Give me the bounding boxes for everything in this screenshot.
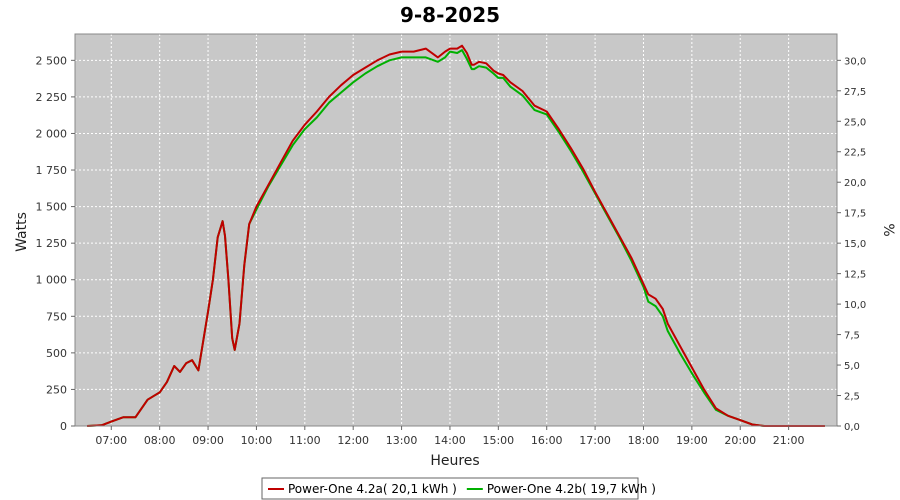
x-tick-label: 10:00 [241, 434, 273, 447]
y-tick-label: 2 500 [36, 54, 68, 67]
x-axis-title: Heures [430, 453, 479, 469]
y2-tick-label: 22,5 [844, 148, 866, 159]
y-tick-label: 1 750 [36, 164, 68, 177]
x-tick-label: 12:00 [337, 434, 369, 447]
x-tick-label: 08:00 [144, 434, 176, 447]
legend-label: Power-One 4.2a( 20,1 kWh ) [288, 482, 457, 496]
y2-tick-label: 27,5 [844, 87, 866, 98]
y-tick-label: 500 [46, 347, 67, 360]
x-tick-label: 09:00 [192, 434, 224, 447]
series-layer [87, 44, 825, 427]
y2-tick-label: 12,5 [844, 270, 866, 281]
y-tick-label: 1 250 [36, 237, 68, 250]
y2-tick-label: 17,5 [844, 209, 866, 220]
y2-axis-title: % [880, 223, 896, 236]
x-tick-label: 19:00 [676, 434, 708, 447]
x-tick-label: 17:00 [579, 434, 611, 447]
x-tick-label: 07:00 [95, 434, 127, 447]
legend-box [261, 477, 639, 500]
y-tick-label: 2 000 [36, 127, 68, 140]
chart-title: 9-8-2025 [400, 3, 500, 27]
y2-tick-label: 25,0 [844, 117, 866, 128]
y-tick-label: 0 [60, 420, 67, 433]
y2-tick-label: 5,0 [844, 361, 860, 372]
y-tick-label: 1 000 [36, 274, 68, 287]
x-tick-label: 15:00 [482, 434, 514, 447]
legend-label: Power-One 4.2b( 19,7 kWh ) [487, 482, 656, 496]
series-line [87, 44, 825, 427]
x-tick-label: 18:00 [628, 434, 660, 447]
y2-tick-label: 7,5 [844, 331, 860, 342]
y2-tick-label: 0,0 [844, 422, 860, 433]
y2-tick-label: 2,5 [844, 392, 860, 403]
x-tick-label: 20:00 [724, 434, 756, 447]
x-axis: 07:00 08:00 09:00 10:00 11:00 12:00 13:00 14:00… [95, 426, 804, 447]
y-tick-label: 2 250 [36, 91, 68, 104]
y2-tick-label: 30,0 [844, 56, 866, 67]
y-axis-title: Watts [14, 212, 30, 252]
plot-frame [74, 33, 838, 427]
y-axis: 0 250 500 750 1 000 1 250 1 500 1 750 2 000 2 250… [36, 54, 75, 433]
x-tick-label: 11:00 [289, 434, 321, 447]
x-tick-label: 13:00 [386, 434, 418, 447]
y-tick-label: 1 500 [36, 201, 68, 214]
x-tick-label: 21:00 [773, 434, 805, 447]
plot-area [75, 34, 837, 426]
y2-tick-label: 15,0 [844, 239, 866, 250]
y2-tick-label: 20,0 [844, 178, 866, 189]
x-tick-label: 16:00 [531, 434, 563, 447]
legend: Power-One 4.2a( 20,1 kWh ) Power-One 4.2b… [261, 477, 656, 500]
y2-tick-label: 10,0 [844, 300, 866, 311]
y-tick-label: 250 [46, 383, 67, 396]
x-tick-label: 14:00 [434, 434, 466, 447]
y2-axis: 0,0 2,5 5,0 7,5 10,0 12,5 15,0 17,5 20,0 22,5 25,0… [837, 56, 866, 433]
y-tick-label: 750 [46, 310, 67, 323]
